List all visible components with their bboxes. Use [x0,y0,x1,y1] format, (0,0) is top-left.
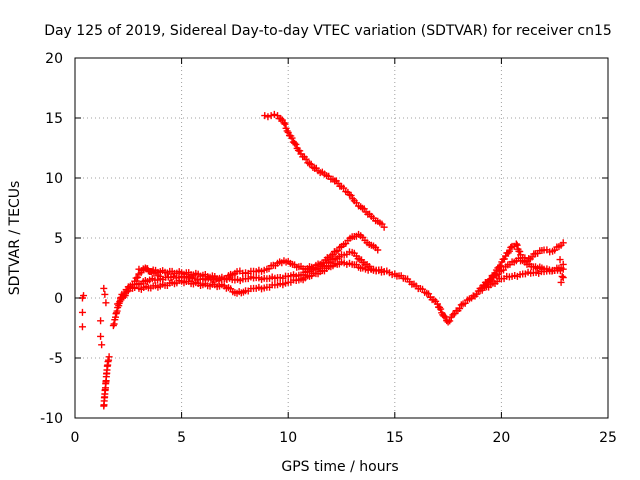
data-point [101,290,109,298]
data-point [437,305,445,313]
data-point [281,120,289,128]
data-point [109,322,117,330]
data-point [102,299,110,307]
data-point [302,155,310,163]
x-tick-label: 10 [279,430,297,446]
y-tick-label: 10 [45,171,63,187]
data-point [98,341,106,349]
data-point [559,274,567,282]
data-point [267,112,275,120]
data-point [100,284,108,292]
data-point [280,119,288,127]
data-point [374,246,382,254]
data-point [345,191,353,199]
data-point [380,268,388,276]
data-point [291,139,299,147]
data-point [261,112,269,120]
grid-lines [75,58,608,418]
x-axis-label: GPS time / hours [281,459,398,475]
data-point [497,262,505,270]
data-point [347,191,355,199]
data-point [559,239,567,247]
data-point [264,113,272,121]
y-tick-label: -5 [49,351,63,367]
data-point [440,312,448,320]
data-point [380,223,388,231]
data-point [557,264,565,272]
data-point [507,243,515,251]
data-point [288,134,296,142]
data-point [123,288,131,296]
x-tick-label: 25 [599,430,617,446]
tick-labels: 0 5 10 15 20 25 -10 -5 0 5 10 15 20 [40,51,617,446]
data-point [110,320,118,328]
data-point [557,278,565,286]
data-point [134,273,142,281]
data-point [436,303,444,311]
y-tick-label: 20 [45,51,63,67]
axis-ticks [74,57,609,419]
data-points [78,110,567,410]
data-point [120,293,128,301]
y-tick-label: -10 [40,411,63,427]
data-point [78,323,86,331]
data-point [456,305,464,313]
data-point [516,248,524,256]
data-point [559,260,567,268]
data-point [296,147,304,155]
data-point [283,127,291,135]
x-tick-label: 0 [71,430,80,446]
data-point [513,241,521,249]
data-point [284,128,292,136]
data-point [512,240,520,248]
data-point [115,299,123,307]
data-point [97,332,105,340]
data-point [97,317,105,325]
data-point [449,311,457,319]
chart-title: Day 125 of 2019, Sidereal Day-to-day VTE… [44,23,612,39]
y-axis-label: SDTVAR / TECUs [7,181,23,296]
data-point [556,256,564,264]
data-point [506,247,514,255]
data-point [558,272,566,280]
y-tick-label: 15 [45,111,63,127]
x-tick-label: 5 [177,430,186,446]
data-point [121,292,129,300]
data-point [105,353,113,361]
data-point [270,110,278,118]
y-tick-label: 5 [54,231,63,247]
data-point [277,115,285,123]
data-point [80,292,88,300]
data-point [78,308,86,316]
x-tick-label: 20 [492,430,510,446]
data-point [446,317,454,325]
x-tick-label: 15 [386,430,404,446]
data-point [441,313,449,321]
data-point [292,140,300,148]
data-point [444,318,452,326]
y-tick-label: 0 [54,291,63,307]
